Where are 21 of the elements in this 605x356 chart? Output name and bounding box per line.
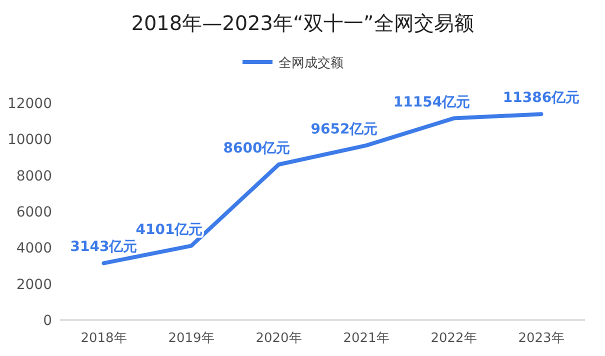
y-tick-label: 10000 [7,132,52,148]
data-label: 9652亿元 [310,121,378,138]
y-tick-label: 2000 [16,276,52,293]
y-tick-label: 6000 [16,204,52,220]
x-tick-label: 2022年 [430,331,477,346]
x-tick-label: 2021年 [343,331,390,346]
x-tick-label: 2023年 [518,331,564,346]
x-tick-label: 2018年 [80,331,127,346]
x-tick-label: 2020年 [256,331,302,346]
y-tick-label: 12000 [7,96,52,112]
y-tick-label: 8000 [16,168,52,184]
data-label: 8600亿元 [223,140,290,156]
y-tick-label: 0 [43,313,52,329]
y-tick-label: 4000 [16,240,52,257]
legend-label: 全网成交额 [278,55,344,71]
chart-title: 2018年—2023年“双十一”全网交易额 [131,11,474,35]
x-tick-label: 2019年 [168,331,214,346]
data-label: 4101亿元 [136,222,203,238]
data-label: 11154亿元 [393,94,470,110]
data-label: 11386亿元 [502,90,580,106]
data-label: 3143亿元 [70,239,138,256]
